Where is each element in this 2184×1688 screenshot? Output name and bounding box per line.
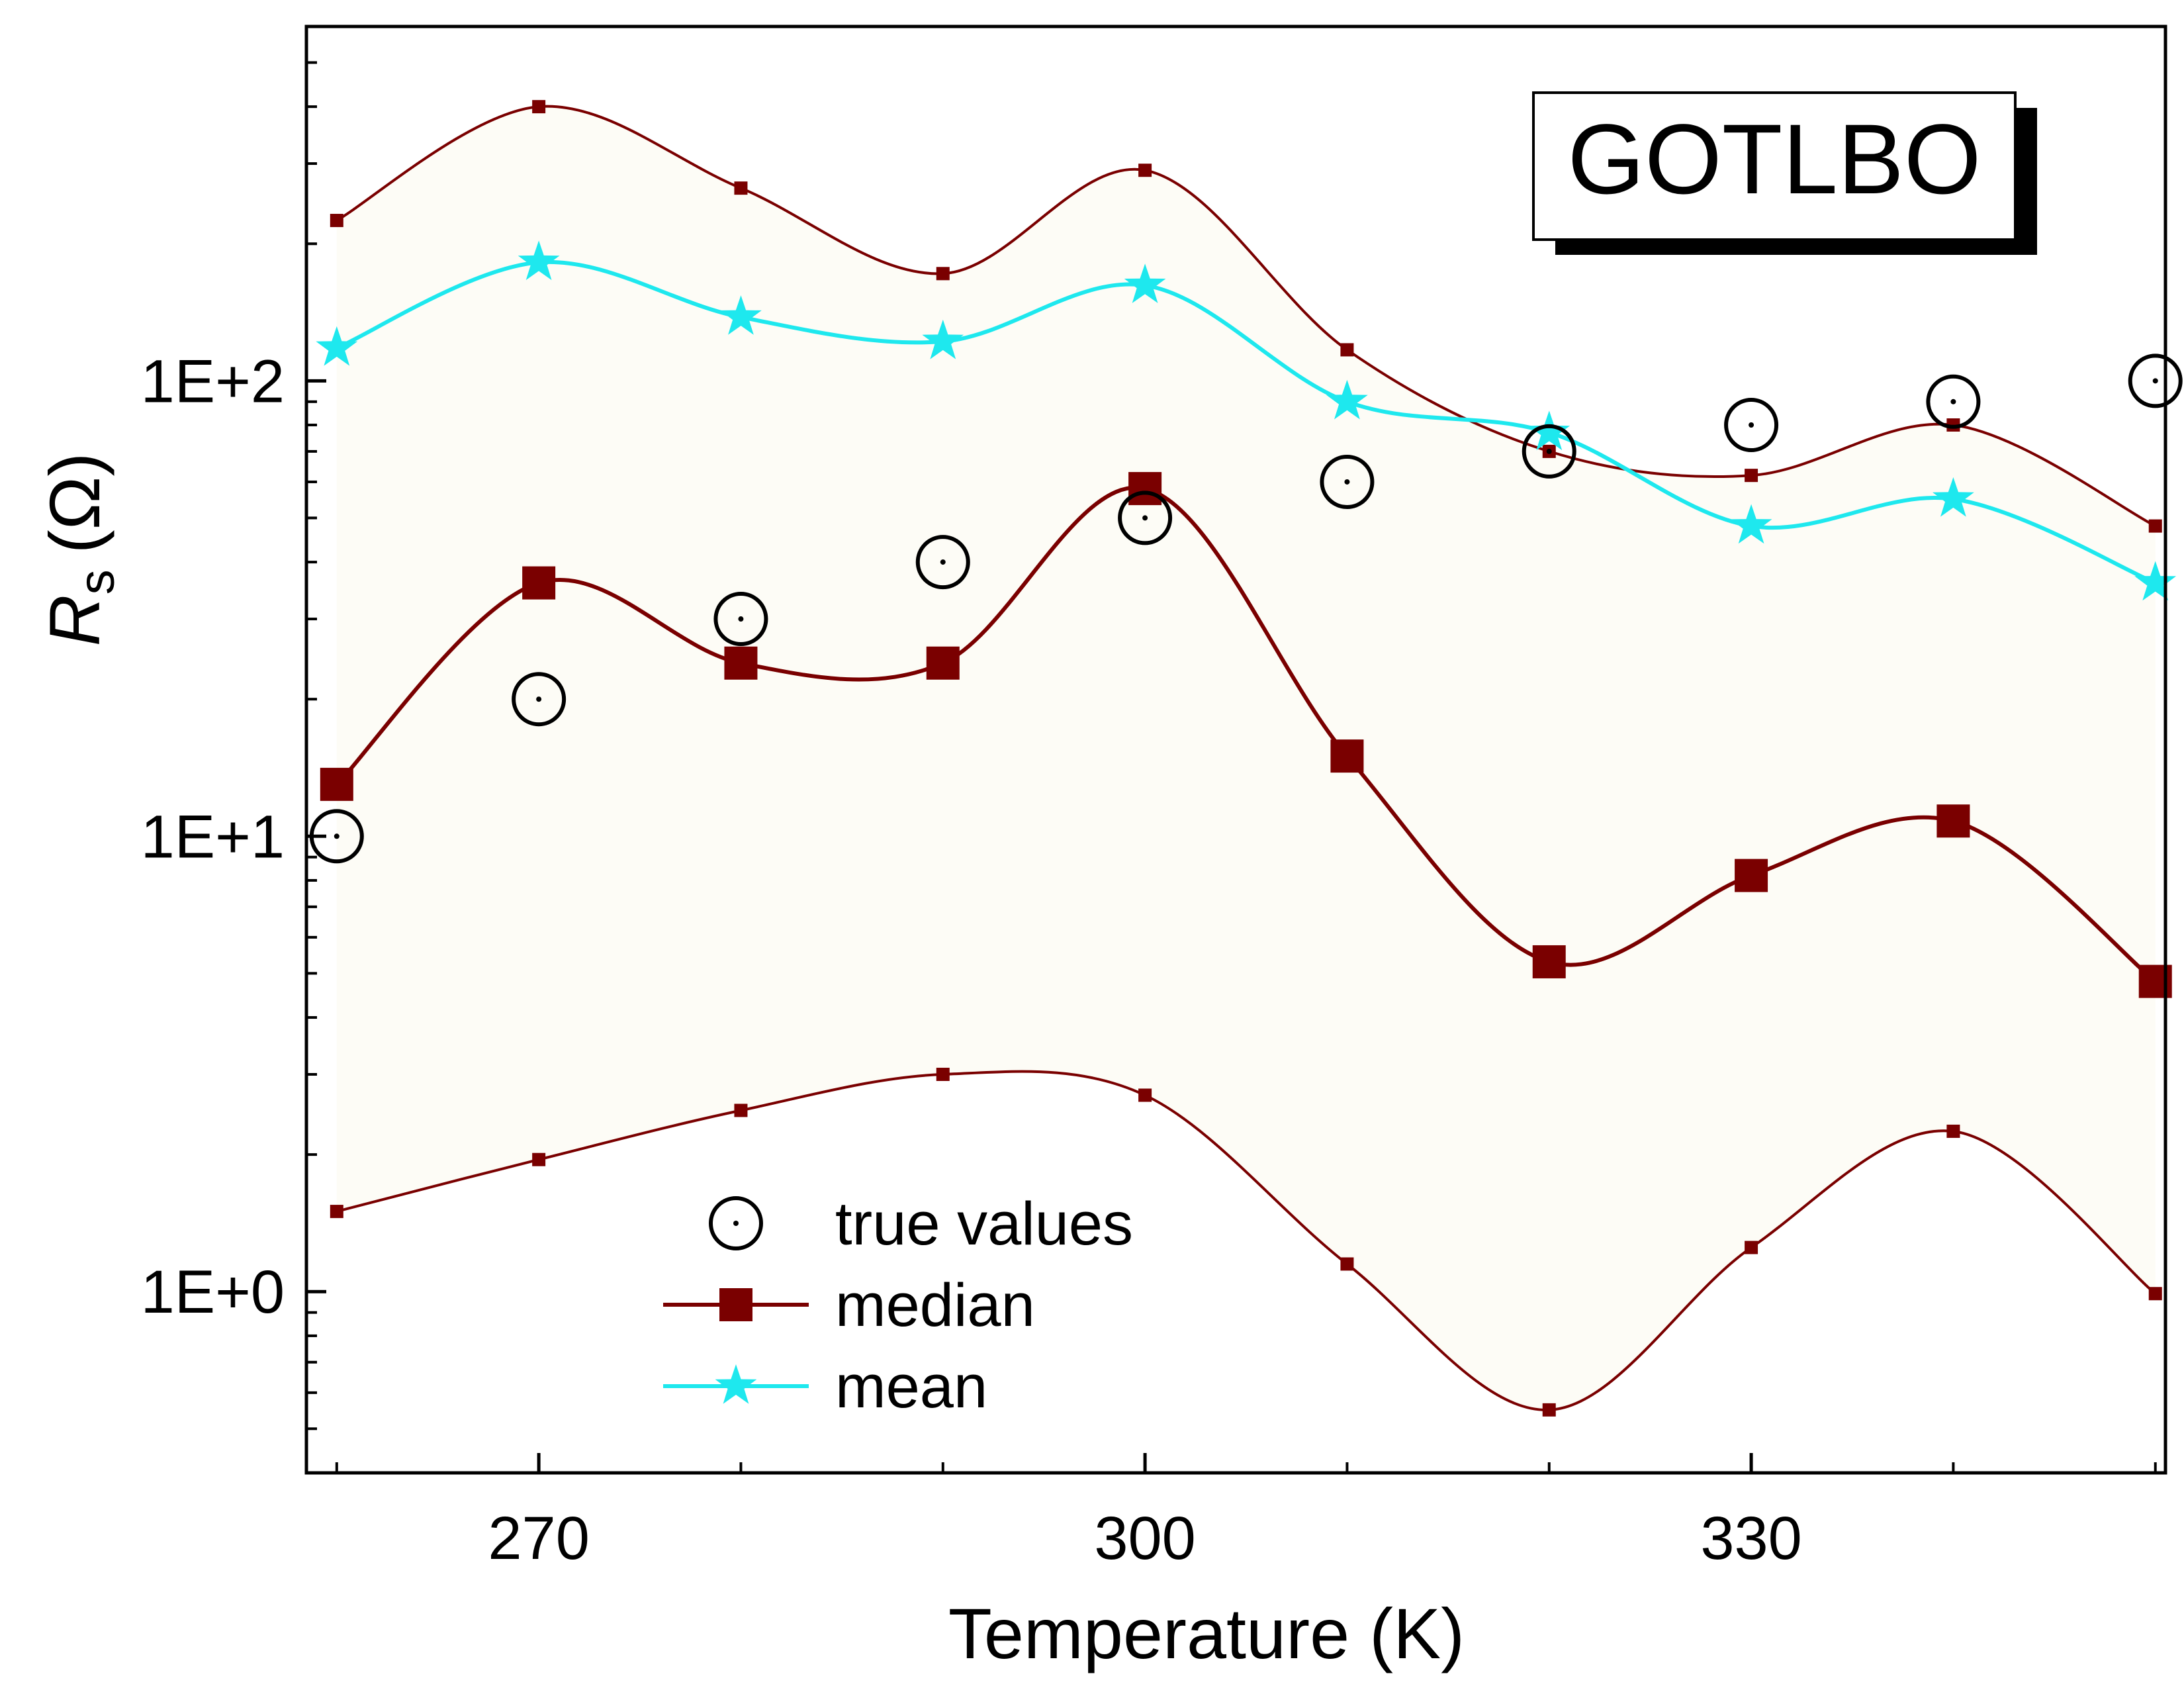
marker-lower-290 bbox=[936, 1067, 950, 1081]
series-line-upper bbox=[336, 105, 2156, 528]
marker-true-290 bbox=[915, 535, 970, 590]
marker-lower-300 bbox=[1138, 1088, 1152, 1102]
marker-mean-310 bbox=[1326, 379, 1368, 420]
marker-upper-260 bbox=[330, 214, 343, 228]
marker-true-300 bbox=[1118, 491, 1173, 545]
marker-upper-350 bbox=[2148, 519, 2162, 533]
y-tick-label: 1E+2 bbox=[141, 348, 285, 415]
marker-upper-270 bbox=[532, 100, 546, 114]
axis-ticks: 270 300 330 1E+0 1E+1 1E+2 bbox=[141, 25, 2157, 1572]
y-tick-label: 1E+0 bbox=[141, 1258, 285, 1326]
marker-upper-330 bbox=[1745, 469, 1758, 483]
panel-label-box bbox=[1532, 91, 2017, 241]
y-axis-label: Rs (Ω) bbox=[34, 453, 125, 647]
x-axis-label: Temperature (K) bbox=[948, 1593, 1465, 1673]
marker-median-280 bbox=[724, 646, 758, 680]
series-line-lower bbox=[336, 1070, 2156, 1411]
marker-true-270 bbox=[512, 672, 567, 727]
marker-true-310 bbox=[1320, 454, 1375, 509]
marker-true-340 bbox=[1926, 374, 1981, 429]
marker-lower-350 bbox=[2148, 1287, 2162, 1301]
marker-lower-330 bbox=[1745, 1241, 1758, 1254]
marker-upper-300 bbox=[1138, 164, 1152, 177]
marker-mean-320 bbox=[1528, 410, 1570, 451]
series-line-mean bbox=[336, 259, 2156, 585]
shaded-band bbox=[336, 106, 2156, 1410]
marker-median-290 bbox=[926, 646, 960, 680]
legend-marker-median bbox=[719, 1288, 752, 1321]
marker-median-260 bbox=[320, 767, 353, 801]
marker-median-270 bbox=[522, 566, 556, 600]
marker-true-330 bbox=[1724, 398, 1779, 453]
x-tick-label: 300 bbox=[1094, 1505, 1196, 1572]
legend-marker-true bbox=[709, 1196, 763, 1250]
marker-mean-260 bbox=[316, 326, 358, 366]
marker-lower-270 bbox=[532, 1152, 546, 1166]
x-tick-label: 270 bbox=[488, 1505, 590, 1572]
legend-label-mean: mean bbox=[835, 1353, 987, 1421]
legend-label-median: median bbox=[835, 1272, 1035, 1339]
marker-mean-290 bbox=[922, 319, 964, 359]
marker-mean-330 bbox=[1730, 504, 1772, 544]
marker-mean-270 bbox=[518, 240, 560, 281]
marker-median-320 bbox=[1532, 945, 1566, 978]
marker-upper-310 bbox=[1340, 343, 1354, 357]
marker-lower-260 bbox=[330, 1205, 343, 1219]
y-axis-label-main: R bbox=[34, 594, 114, 646]
series-lines bbox=[335, 105, 2157, 1411]
marker-mean-280 bbox=[720, 295, 762, 335]
marker-lower-280 bbox=[734, 1103, 748, 1117]
marker-mean-300 bbox=[1124, 263, 1166, 303]
marker-upper-290 bbox=[936, 267, 950, 281]
marker-lower-340 bbox=[1946, 1124, 1960, 1138]
marker-lower-320 bbox=[1542, 1403, 1556, 1417]
series-line-median bbox=[335, 485, 2157, 983]
panel-label-text: GOTLBO bbox=[1567, 103, 1981, 214]
marker-mean-340 bbox=[1933, 477, 1974, 517]
series-markers bbox=[309, 100, 2183, 1417]
marker-upper-280 bbox=[734, 181, 748, 195]
marker-true-320 bbox=[1522, 424, 1576, 479]
y-axis-label-unit: (Ω) bbox=[34, 453, 114, 554]
marker-true-350 bbox=[2128, 353, 2183, 408]
marker-median-340 bbox=[1936, 804, 1970, 838]
marker-median-310 bbox=[1330, 739, 1364, 773]
y-axis-label-sub: s bbox=[69, 569, 125, 594]
marker-mean-350 bbox=[2134, 561, 2177, 601]
y-tick-label: 1E+1 bbox=[141, 803, 285, 870]
marker-median-330 bbox=[1735, 859, 1768, 892]
x-tick-label: 330 bbox=[1700, 1505, 1802, 1572]
marker-median-300 bbox=[1128, 472, 1162, 506]
marker-true-280 bbox=[713, 592, 768, 647]
legend: true values median mean bbox=[663, 1190, 1133, 1421]
plot-frame bbox=[304, 24, 2167, 1475]
legend-label-true: true values bbox=[835, 1190, 1133, 1258]
legend-marker-mean bbox=[715, 1364, 757, 1404]
panel-label: GOTLBO bbox=[1532, 91, 2037, 255]
marker-lower-310 bbox=[1340, 1257, 1354, 1271]
